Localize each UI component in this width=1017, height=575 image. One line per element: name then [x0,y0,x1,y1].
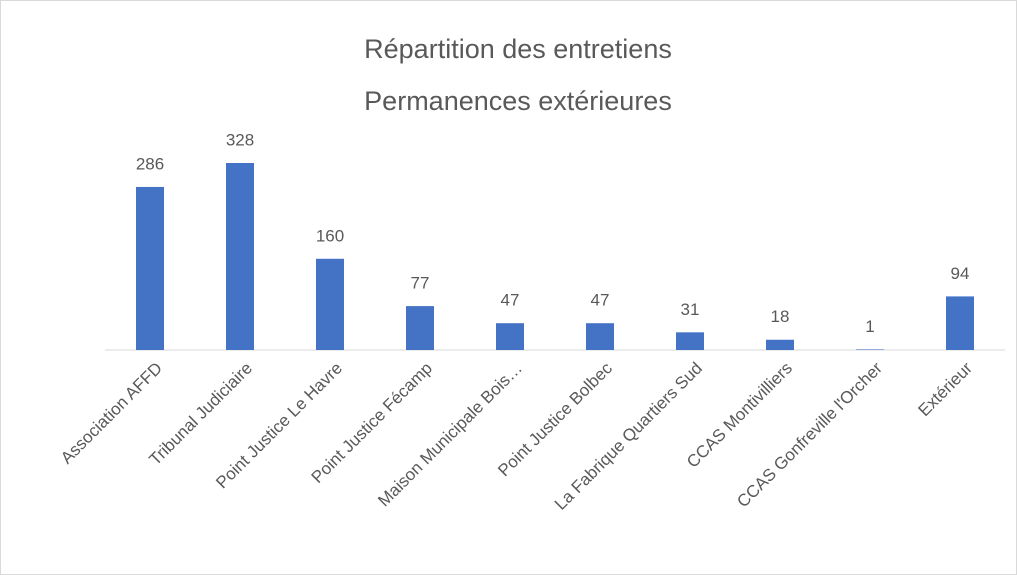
bar [406,306,434,350]
bar [856,349,884,350]
bar [946,296,974,350]
data-label: 47 [501,291,520,310]
data-label: 286 [136,154,164,173]
chart-title: Répartition des entretiens [364,34,672,64]
bar [226,163,254,350]
data-label: 18 [771,307,790,326]
data-label: 1 [865,317,874,336]
bar [496,323,524,350]
data-label: 94 [951,264,970,283]
bar [586,323,614,350]
data-label: 77 [411,274,430,293]
chart-title: Permanences extérieures [364,86,672,116]
data-label: 328 [226,130,254,149]
data-label: 160 [316,226,344,245]
data-label: 31 [681,300,700,319]
data-label: 47 [591,291,610,310]
bar [766,339,794,350]
bar [676,332,704,350]
bar [316,258,344,350]
bar [136,186,164,350]
